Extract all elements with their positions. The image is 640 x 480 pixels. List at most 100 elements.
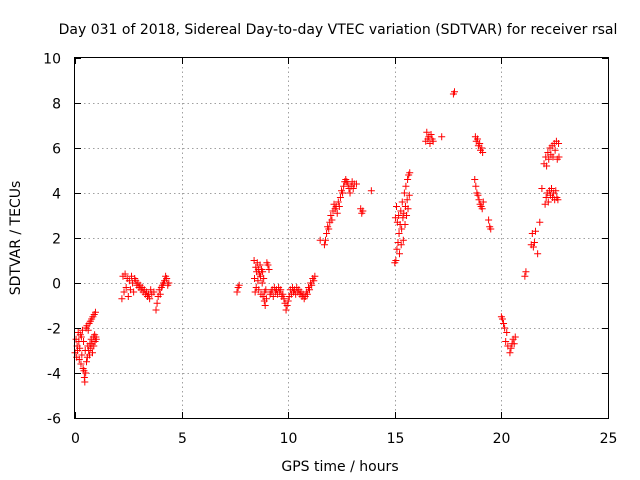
x-tick-label: 15 [387,431,405,447]
data-point [471,176,479,183]
y-tick-label: 4 [52,187,61,203]
data-point [474,135,482,143]
chart-title: Day 031 of 2018, Sidereal Day-to-day VTE… [59,22,618,38]
x-tick-label: 0 [71,431,80,447]
data-point [479,149,487,156]
data-point [320,241,328,249]
data-point [479,198,487,206]
data-point [511,333,519,341]
data-point [310,277,318,285]
data-point [404,176,412,183]
data-point [476,140,484,147]
x-tick-labels: 0 5 10 15 20 25 [71,431,617,447]
data-point [404,205,412,213]
data-point [393,245,401,253]
data-point [555,153,563,161]
data-point [398,198,406,206]
data-point [153,299,161,307]
data-point [262,295,270,303]
data-point [352,180,360,188]
data-point [402,182,410,190]
data-point [311,272,319,280]
data-point [554,196,562,204]
data-point [503,329,511,336]
data-point [367,187,375,195]
data-point [405,191,413,199]
y-tick-label: 10 [43,52,61,68]
data-point [84,326,92,334]
data-point [77,360,85,368]
data-point [78,351,86,359]
data-point [261,302,269,309]
y-tick-label: -4 [47,367,61,383]
data-point [130,288,138,296]
data-point [400,189,408,197]
data-point [83,358,91,366]
data-point [152,306,160,314]
data-point [124,293,132,300]
data-point [438,133,446,141]
data-point [282,306,290,314]
data-point [121,270,129,278]
data-point [335,203,343,210]
data-point [334,198,342,206]
data-point [506,349,514,357]
data-point [398,225,406,233]
data-point [532,227,540,235]
data-point [397,241,405,249]
y-axis-title: SDTVAR / TECUs [8,181,24,296]
data-point [255,286,263,294]
data-point [233,288,241,296]
data-point [163,275,171,282]
data-point [325,225,333,233]
data-point [427,131,435,138]
data-point [280,295,288,303]
data-point [256,261,264,269]
data-point [534,250,542,258]
data-point [403,196,411,204]
data-point [392,257,400,264]
data-point [323,230,331,237]
grid-lines [75,58,608,418]
data-point [485,216,493,224]
data-point [77,333,85,341]
y-tick-label: 0 [52,277,61,293]
data-point [277,286,285,294]
data-point [478,205,486,213]
data-point [536,218,544,226]
data-point [118,295,126,303]
data-point [399,214,407,222]
data-point [283,302,291,309]
data-point [498,315,506,323]
x-tick-label: 10 [280,431,298,447]
data-point [474,191,482,199]
data-point [333,209,341,217]
data-point [555,140,563,147]
data-point [327,212,335,219]
data-point [269,293,277,300]
data-point [530,239,538,246]
data-point [303,290,311,298]
data-point [543,162,551,170]
data-point [122,284,130,291]
data-point [165,279,173,287]
y-tick-label: 2 [52,232,61,248]
data-point [429,137,437,145]
data-point [82,369,90,377]
data-point [308,281,316,289]
data-point [548,185,556,192]
y-tick-label: -6 [47,412,61,428]
data-point [529,243,537,251]
data-point [544,198,552,206]
data-point [258,279,266,287]
data-point [549,153,557,161]
data-point [91,308,99,316]
data-point [349,185,357,192]
y-tick-label: -2 [47,322,61,338]
data-point [522,268,530,276]
data-point [90,342,98,350]
data-points [71,88,563,386]
data-point [401,221,409,228]
data-point [264,261,272,269]
data-point [521,272,529,280]
